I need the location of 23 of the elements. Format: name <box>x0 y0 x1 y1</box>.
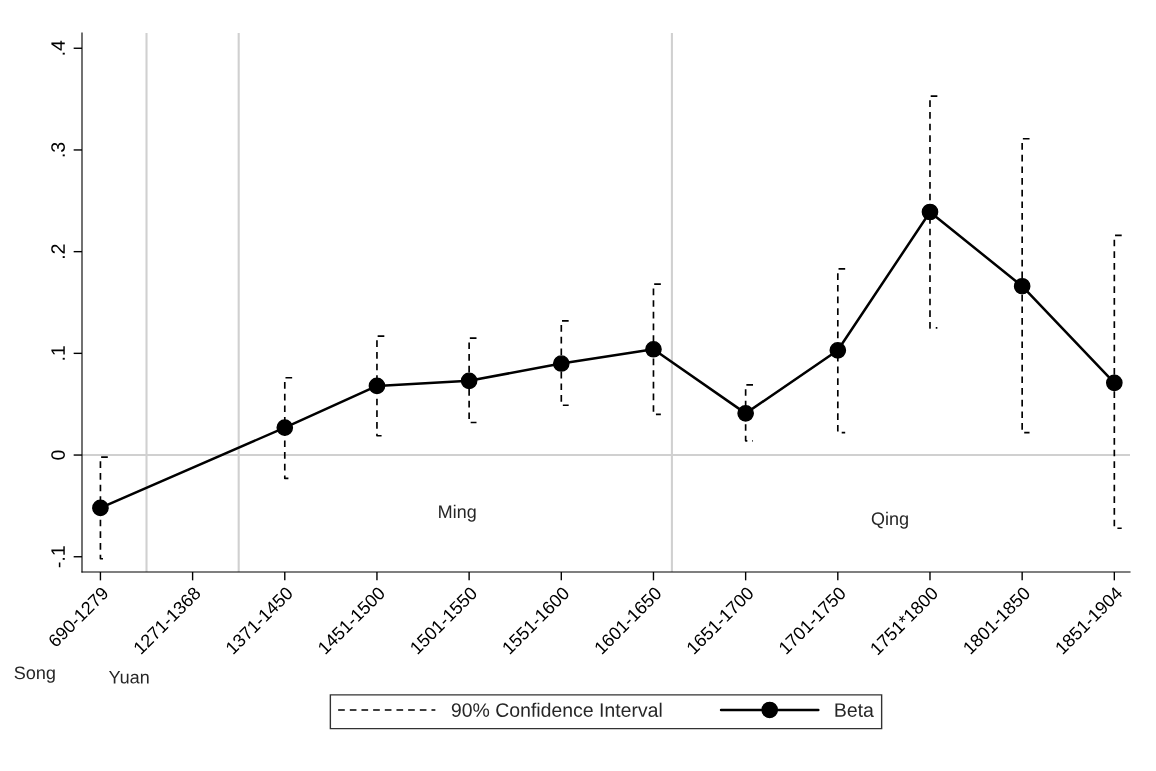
point <box>737 405 754 422</box>
text: Song <box>14 666 55 683</box>
point <box>92 499 109 517</box>
point <box>645 340 662 358</box>
annotation: Ming <box>439 504 476 522</box>
y-tick-label: .1 <box>51 346 65 360</box>
point <box>829 341 847 359</box>
point <box>1105 374 1123 392</box>
point <box>460 372 478 390</box>
annotation: Qing <box>871 511 908 529</box>
point <box>552 355 570 372</box>
text: 90% Confidence Interval <box>451 702 662 717</box>
text: Yuan <box>108 670 149 684</box>
y-tick-label: 0 <box>51 450 65 460</box>
y-tick-label: .2 <box>51 244 65 258</box>
point <box>921 203 939 221</box>
text: Beta <box>835 703 874 717</box>
point <box>368 377 386 395</box>
point <box>1013 277 1031 295</box>
y-tick-label: -.1 <box>51 546 65 568</box>
y-tick-label: .3 <box>51 142 65 157</box>
point <box>276 419 294 436</box>
y-tick-label: .4 <box>51 40 65 55</box>
